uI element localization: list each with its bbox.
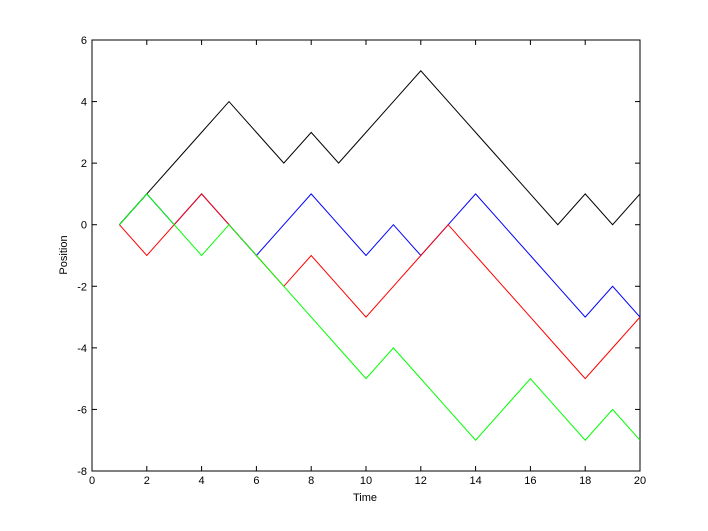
- x-tick-label: 0: [89, 475, 95, 487]
- line-series: [119, 70, 641, 226]
- y-tick-label: 2: [81, 158, 87, 170]
- y-tick-label: -8: [77, 466, 87, 478]
- y-axis-label: Position: [58, 235, 70, 274]
- y-tick-label: 6: [81, 35, 87, 47]
- y-tick-label: -6: [77, 404, 87, 416]
- x-tick-label: 12: [415, 475, 427, 487]
- x-tick-label: 4: [199, 475, 205, 487]
- x-tick-label: 14: [469, 475, 481, 487]
- line-series: [119, 193, 641, 380]
- x-tick-label: 2: [144, 475, 150, 487]
- y-tick-label: 4: [81, 97, 87, 109]
- y-tick-label: 0: [81, 220, 87, 232]
- y-tick-label: -2: [77, 281, 87, 293]
- line-series: [119, 193, 641, 441]
- y-tick-label: -4: [77, 343, 87, 355]
- x-tick-label: 6: [253, 475, 259, 487]
- x-tick-label: 18: [579, 475, 591, 487]
- x-axis-label: Time: [353, 492, 377, 504]
- x-tick-label: 10: [360, 475, 372, 487]
- x-tick-label: 8: [308, 475, 314, 487]
- x-tick-label: 16: [524, 475, 536, 487]
- x-tick-label: 20: [634, 475, 646, 487]
